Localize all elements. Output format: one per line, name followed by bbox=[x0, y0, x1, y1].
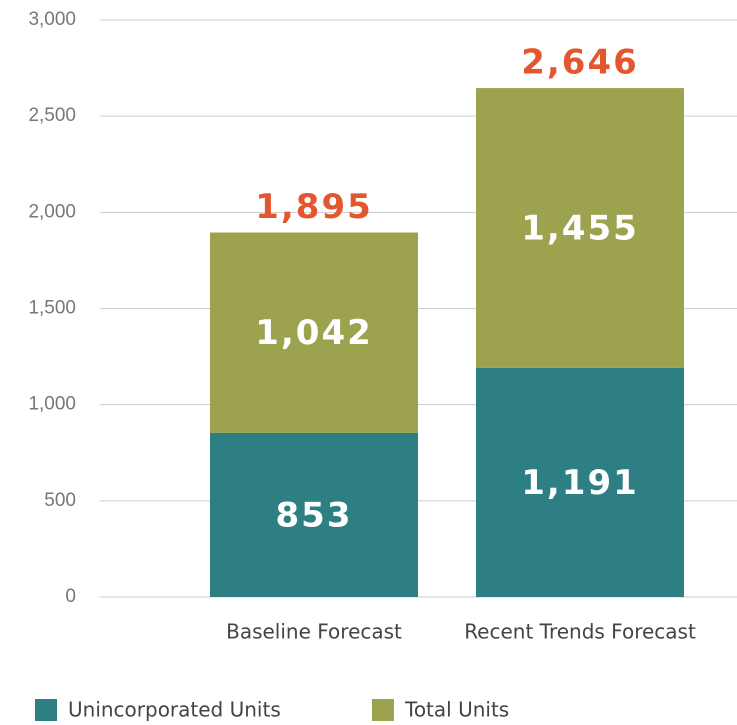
x-tick-label: Baseline Forecast bbox=[226, 620, 402, 644]
y-tick-label: 1,000 bbox=[28, 394, 76, 415]
y-tick-label: 2,000 bbox=[28, 201, 76, 222]
y-tick-label: 3,000 bbox=[28, 9, 76, 30]
segment-label: 1,191 bbox=[521, 463, 639, 503]
bar-segment bbox=[476, 367, 684, 597]
y-tick-label: 0 bbox=[65, 586, 76, 607]
total-label: 1,895 bbox=[255, 187, 373, 227]
segment-label: 853 bbox=[276, 495, 353, 535]
y-tick-label: 2,500 bbox=[28, 105, 76, 126]
legend-swatch bbox=[35, 699, 57, 721]
segment-label: 1,455 bbox=[521, 209, 639, 249]
bar-segment bbox=[210, 232, 418, 433]
legend-swatch bbox=[372, 699, 394, 721]
legend-label: Total Units bbox=[404, 698, 509, 722]
total-label: 2,646 bbox=[521, 43, 639, 83]
x-tick-label: Recent Trends Forecast bbox=[464, 620, 696, 644]
legend-label: Unincorporated Units bbox=[68, 698, 281, 722]
bar-segment bbox=[210, 432, 418, 597]
y-tick-label: 500 bbox=[44, 490, 76, 511]
y-tick-label: 1,500 bbox=[28, 298, 76, 319]
segment-label: 1,042 bbox=[255, 313, 373, 353]
bar-segment bbox=[476, 88, 684, 368]
